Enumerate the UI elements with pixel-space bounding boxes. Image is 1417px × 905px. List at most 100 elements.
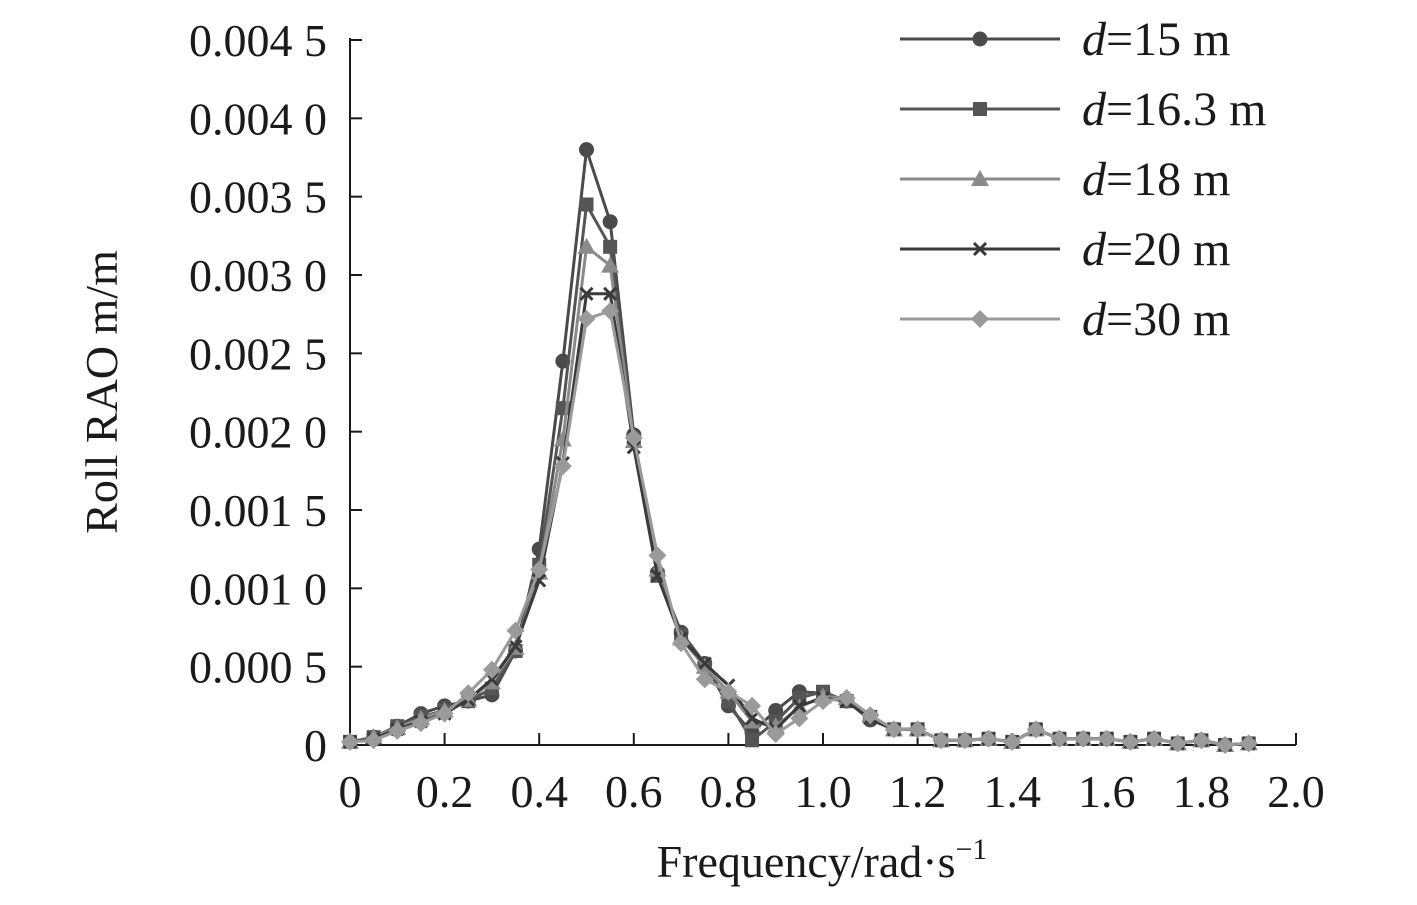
legend-item: d=18 m (900, 153, 1230, 206)
data-point (459, 684, 478, 703)
data-point (577, 237, 596, 254)
data-point (508, 639, 523, 654)
y-tick-label: 0 (304, 720, 327, 771)
data-point (768, 703, 784, 719)
legend-item: d=20 m (900, 223, 1230, 276)
legend-label-value: =20 m (1106, 223, 1230, 276)
legend-marker (971, 170, 989, 186)
legend-label: d=16.3 m (1082, 83, 1266, 136)
x-axis-title-main: Frequency/rad·s (657, 836, 956, 887)
data-point (837, 689, 856, 707)
data-point (506, 621, 525, 640)
y-tick-label: 0.003 0 (189, 250, 327, 301)
y-tick-label: 0.002 5 (189, 328, 327, 379)
data-point (579, 286, 594, 301)
data-point (1050, 729, 1069, 748)
x-tick-label: 1.4 (983, 766, 1041, 817)
data-point (603, 239, 618, 254)
y-tick-label: 0.004 0 (189, 93, 327, 144)
data-point (792, 698, 807, 713)
legend-label-variable: d (1082, 223, 1107, 276)
legend-label-value: =30 m (1106, 293, 1230, 346)
data-point (601, 302, 620, 321)
legend-marker (973, 102, 987, 116)
legend-label-value: =18 m (1106, 153, 1230, 206)
data-point (932, 731, 951, 750)
data-point (530, 560, 549, 579)
legend-label-value: =16.3 m (1106, 83, 1266, 136)
x-tick-label: 2.0 (1267, 766, 1325, 817)
x-tick-label: 0.6 (605, 766, 663, 817)
data-point (603, 286, 618, 301)
legend-item: d=15 m (900, 13, 1230, 66)
legend-label: d=30 m (1082, 293, 1230, 346)
data-point (695, 670, 714, 689)
x-tick-label: 1.2 (889, 766, 947, 817)
legend-item: d=16.3 m (900, 83, 1266, 136)
data-point (577, 309, 596, 328)
legend-label-variable: d (1082, 83, 1107, 136)
x-tick-label: 0.2 (416, 766, 474, 817)
data-point (1216, 736, 1235, 754)
series-1 (343, 197, 1256, 752)
data-point (601, 256, 620, 273)
series-4 (341, 302, 1258, 754)
data-point (744, 711, 760, 726)
data-point (719, 682, 738, 701)
data-point (1239, 734, 1258, 753)
data-point (955, 731, 974, 750)
data-point (624, 428, 643, 447)
data-point (1121, 732, 1140, 751)
legend-label: d=18 m (1082, 153, 1230, 206)
legend-marker (972, 241, 988, 257)
data-point (672, 634, 691, 653)
data-point (579, 197, 594, 212)
series-line (349, 203, 1249, 747)
data-point (884, 720, 903, 739)
data-point (1074, 729, 1093, 748)
y-tick-label: 0.004 5 (189, 15, 327, 66)
data-point (602, 214, 618, 230)
y-tick-label: 0.001 5 (189, 485, 327, 536)
data-point (908, 720, 927, 739)
data-point (341, 732, 359, 751)
data-point (979, 729, 998, 748)
legend-label: d=20 m (1082, 223, 1230, 276)
data-point (1145, 729, 1164, 748)
data-point (1003, 732, 1022, 751)
data-point (482, 660, 501, 679)
data-point (743, 696, 762, 715)
data-point (766, 725, 785, 744)
legend-label-variable: d (1082, 153, 1107, 206)
series-group (341, 142, 1258, 754)
data-point (411, 714, 430, 733)
legend-label: d=15 m (1082, 13, 1230, 66)
data-point (364, 731, 383, 750)
legend: d=15 md=16.3 md=18 md=20 md=30 m (900, 13, 1266, 346)
data-point (697, 656, 712, 671)
data-point (648, 546, 667, 565)
x-tick-label: 0 (339, 766, 362, 817)
y-axis-title: Roll RAO m/m (76, 250, 127, 534)
series-line (349, 309, 1249, 747)
legend-marker (972, 31, 988, 47)
data-point (1026, 720, 1045, 739)
data-point (1168, 734, 1187, 753)
legend-marker (971, 310, 989, 328)
x-tick-label: 1.6 (1078, 766, 1136, 817)
x-axis-title-superscript: −1 (955, 833, 987, 866)
data-point (435, 704, 454, 723)
data-point (388, 721, 407, 740)
y-tick-label: 0.001 0 (189, 563, 327, 614)
axes: 0 0.000 5 0.001 0 0.001 5 0.002 0 0.002 5 0.00… (189, 15, 1325, 817)
legend-label-value: =15 m (1106, 13, 1230, 66)
data-point (790, 709, 809, 728)
data-point (1097, 729, 1116, 748)
data-point (579, 142, 594, 158)
x-tick-label: 1.8 (1173, 766, 1231, 817)
data-point (814, 692, 832, 711)
data-point (861, 706, 880, 725)
data-point (745, 733, 760, 748)
